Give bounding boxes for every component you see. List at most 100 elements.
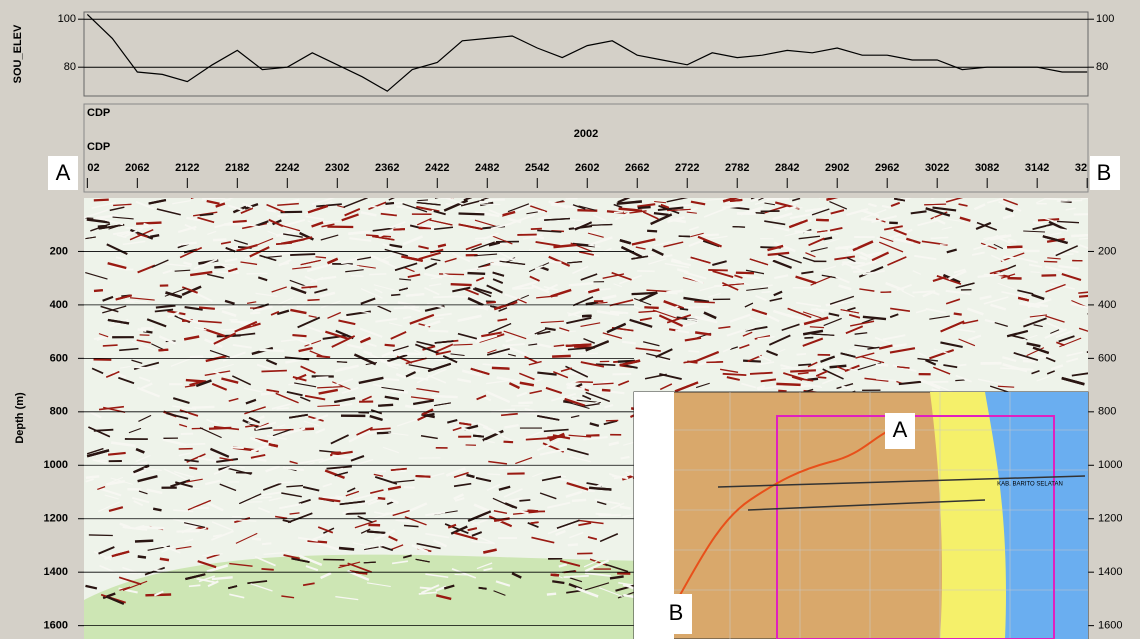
seismic-trace [773, 225, 790, 232]
seismic-trace [1044, 265, 1069, 274]
map-area [776, 415, 1055, 639]
seismic-trace [493, 510, 508, 515]
seismic-trace [487, 473, 501, 476]
seismic-trace [262, 482, 282, 491]
seismic-trace [890, 201, 901, 207]
seismic-trace [348, 230, 371, 236]
seismic-trace [1059, 337, 1082, 348]
seismic-trace [113, 203, 132, 207]
y-tick-label: 1000 [1098, 459, 1122, 471]
seismic-trace [102, 305, 127, 314]
seismic-trace [287, 198, 300, 204]
seismic-trace [304, 325, 322, 333]
seismic-trace [513, 287, 534, 290]
seismic-trace [277, 202, 299, 207]
seismic-trace [443, 584, 455, 590]
seismic-trace [971, 251, 985, 256]
seismic-trace [343, 198, 368, 208]
seismic-trace [421, 224, 435, 229]
seismic-trace [1013, 351, 1039, 362]
seismic-trace [742, 331, 753, 337]
seismic-trace [403, 486, 415, 489]
seismic-trace [156, 208, 181, 216]
x-tick-label: 32 [1075, 162, 1087, 174]
seismic-trace [585, 391, 611, 403]
seismic-trace [297, 536, 318, 542]
seismic-trace [334, 364, 359, 373]
seismic-trace [380, 212, 397, 217]
seismic-trace [566, 386, 585, 391]
seismic-trace [491, 366, 510, 370]
seismic-trace [298, 554, 323, 566]
seismic-trace [998, 201, 1015, 210]
seismic-trace [97, 487, 122, 497]
seismic-trace [153, 590, 164, 597]
seismic-trace [232, 219, 247, 223]
seismic-trace [453, 471, 469, 479]
seismic-trace [173, 509, 194, 513]
seismic-trace [957, 363, 967, 367]
seismic-trace [158, 348, 169, 352]
seismic-trace [405, 357, 427, 365]
seismic-trace [275, 515, 288, 520]
seismic-trace [811, 333, 835, 336]
seismic-trace [549, 432, 565, 442]
seismic-trace [475, 476, 492, 483]
seismic-trace [330, 434, 349, 445]
seismic-trace [227, 204, 243, 211]
seismic-trace [242, 202, 253, 209]
seismic-trace [307, 204, 329, 214]
seismic-trace [482, 548, 497, 554]
seismic-trace [1023, 313, 1043, 322]
seismic-trace [324, 469, 345, 479]
seismic-trace [100, 305, 119, 313]
seismic-trace [1007, 245, 1023, 249]
seismic-trace [350, 455, 365, 462]
seismic-trace [163, 468, 187, 480]
seismic-trace [745, 269, 765, 275]
seismic-trace [744, 302, 754, 308]
seismic-trace [646, 352, 671, 361]
seismic-trace [953, 268, 966, 274]
seismic-trace [135, 454, 151, 463]
seismic-trace [578, 522, 592, 527]
map-sea [985, 392, 1088, 639]
seismic-trace [811, 208, 830, 216]
x-tick-label: 2362 [375, 162, 399, 174]
seismic-trace [167, 311, 180, 319]
seismic-trace [152, 507, 162, 512]
seismic-trace [844, 300, 856, 304]
seismic-trace [162, 269, 173, 275]
seismic-trace [427, 302, 445, 309]
seismic-trace [474, 210, 500, 218]
seismic-trace [405, 404, 421, 410]
seismic-trace [474, 253, 498, 257]
seismic-trace [131, 359, 143, 364]
seismic-trace [122, 240, 146, 246]
seismic-trace [875, 363, 889, 367]
seismic-trace [447, 418, 458, 424]
seismic-trace [958, 338, 976, 347]
seismic-trace [726, 376, 740, 381]
seismic-trace [676, 268, 689, 274]
seismic-trace [1037, 354, 1052, 358]
seismic-trace [471, 540, 493, 544]
seismic-trace [412, 399, 434, 406]
seismic-trace [973, 243, 991, 251]
seismic-trace [834, 255, 855, 261]
seismic-trace [558, 563, 568, 568]
seismic-trace [287, 512, 313, 524]
seismic-trace [224, 257, 238, 263]
seismic-trace [687, 206, 699, 214]
seismic-trace [285, 358, 301, 364]
seismic-trace [914, 254, 937, 261]
seismic-trace [342, 508, 355, 515]
seismic-trace [388, 198, 396, 201]
seismic-trace [569, 402, 590, 410]
seismic-trace [687, 318, 699, 322]
seismic-trace [535, 241, 561, 247]
seismic-trace [553, 344, 565, 348]
seismic-trace [810, 275, 832, 286]
seismic-trace [284, 218, 306, 227]
seismic-trace [85, 478, 94, 483]
